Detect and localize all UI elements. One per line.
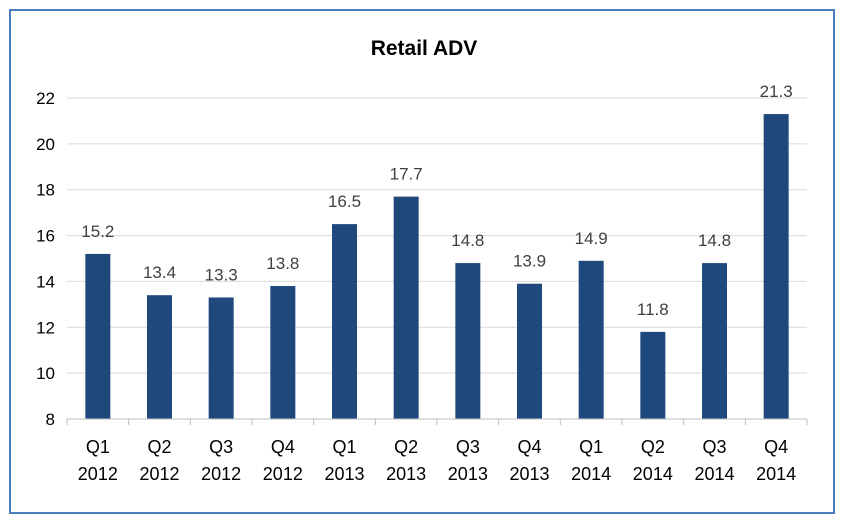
gridlines (67, 97, 807, 374)
x-tick-label: Q2 2012 (139, 437, 179, 484)
x-tick-label-quarter: Q4 (271, 437, 295, 457)
x-tick-label-quarter: Q2 (641, 437, 665, 457)
x-axis (66, 418, 808, 425)
bar (393, 196, 419, 419)
x-tick-label-quarter: Q3 (456, 437, 480, 457)
x-tick-label-quarter: Q4 (764, 437, 788, 457)
x-tick-label: Q4 2012 (263, 437, 303, 484)
data-label: 13.8 (266, 254, 299, 273)
x-tick-label: Q2 2013 (386, 437, 426, 484)
x-tick-label: Q2 2014 (633, 437, 673, 484)
y-axis-tick-labels: 8 10 12 14 16 18 20 22 (36, 89, 55, 429)
x-tick-label-year: 2014 (756, 464, 796, 484)
bar (517, 283, 542, 419)
data-label: 13.4 (143, 263, 176, 282)
x-tick-label: Q1 2013 (324, 437, 364, 484)
bar (208, 297, 234, 419)
x-tick-label-quarter: Q1 (86, 437, 110, 457)
bar (147, 295, 172, 419)
data-label: 14.8 (451, 231, 484, 250)
data-label: 13.3 (205, 265, 238, 284)
bar (763, 114, 789, 420)
x-tick-label: Q1 2014 (571, 437, 611, 484)
y-tick-label: 14 (36, 272, 55, 291)
y-tick-label: 8 (46, 410, 55, 429)
x-tick-label-quarter: Q1 (332, 437, 356, 457)
bar (578, 260, 604, 419)
x-tick-label-year: 2014 (694, 464, 734, 484)
x-tick-label-year: 2013 (509, 464, 549, 484)
bars (85, 114, 789, 420)
x-tick-label-year: 2012 (78, 464, 118, 484)
y-tick-label: 18 (36, 181, 55, 200)
x-tick-label: Q1 2012 (78, 437, 118, 484)
x-tick-label-quarter: Q3 (702, 437, 726, 457)
data-label: 11.8 (637, 300, 669, 319)
x-tick-label-quarter: Q2 (147, 437, 171, 457)
bar (640, 331, 666, 419)
bar (702, 263, 727, 419)
bar (455, 263, 481, 419)
data-labels: 15.2 13.4 13.3 13.8 16.5 17.7 14.8 13.9 14.9 11.8… (81, 82, 792, 319)
chart-title: Retail ADV (371, 37, 478, 60)
bar (85, 253, 111, 419)
data-label: 14.9 (575, 229, 608, 248)
chart-frame (9, 9, 835, 514)
y-tick-label: 22 (36, 89, 55, 108)
data-label: 14.8 (698, 231, 731, 250)
x-tick-label-year: 2013 (386, 464, 426, 484)
x-tick-label-year: 2012 (263, 464, 303, 484)
x-tick-label: Q3 2012 (201, 437, 241, 484)
x-tick-label-quarter: Q3 (209, 437, 233, 457)
y-tick-label: 10 (36, 364, 55, 383)
data-label: 21.3 (760, 82, 793, 101)
x-tick-label-year: 2014 (571, 464, 611, 484)
bar (332, 224, 357, 419)
x-tick-label: Q3 2013 (448, 437, 488, 484)
x-tick-label: Q4 2014 (756, 437, 796, 484)
data-label: 16.5 (328, 192, 361, 211)
y-tick-label: 12 (36, 318, 55, 337)
x-tick-label-year: 2013 (448, 464, 488, 484)
data-label: 15.2 (81, 222, 114, 241)
x-tick-label-year: 2012 (139, 464, 179, 484)
data-label: 17.7 (390, 165, 423, 184)
x-tick-label-quarter: Q4 (517, 437, 541, 457)
x-tick-label-year: 2013 (324, 464, 364, 484)
data-label: 13.9 (513, 252, 546, 271)
x-tick-label-quarter: Q2 (394, 437, 418, 457)
x-tick-label-year: 2014 (633, 464, 673, 484)
y-tick-label: 16 (36, 227, 55, 246)
bar (270, 286, 296, 419)
x-tick-label-year: 2012 (201, 464, 241, 484)
x-tick-label: Q3 2014 (694, 437, 734, 484)
x-tick-label: Q4 2013 (509, 437, 549, 484)
x-tick-label-quarter: Q1 (579, 437, 603, 457)
y-tick-label: 20 (36, 135, 55, 154)
x-axis-tick-labels: Q1 2012 Q2 2012 Q3 2012 Q4 2012 Q1 2013 Q2 2013 Q3 20… (78, 437, 796, 484)
